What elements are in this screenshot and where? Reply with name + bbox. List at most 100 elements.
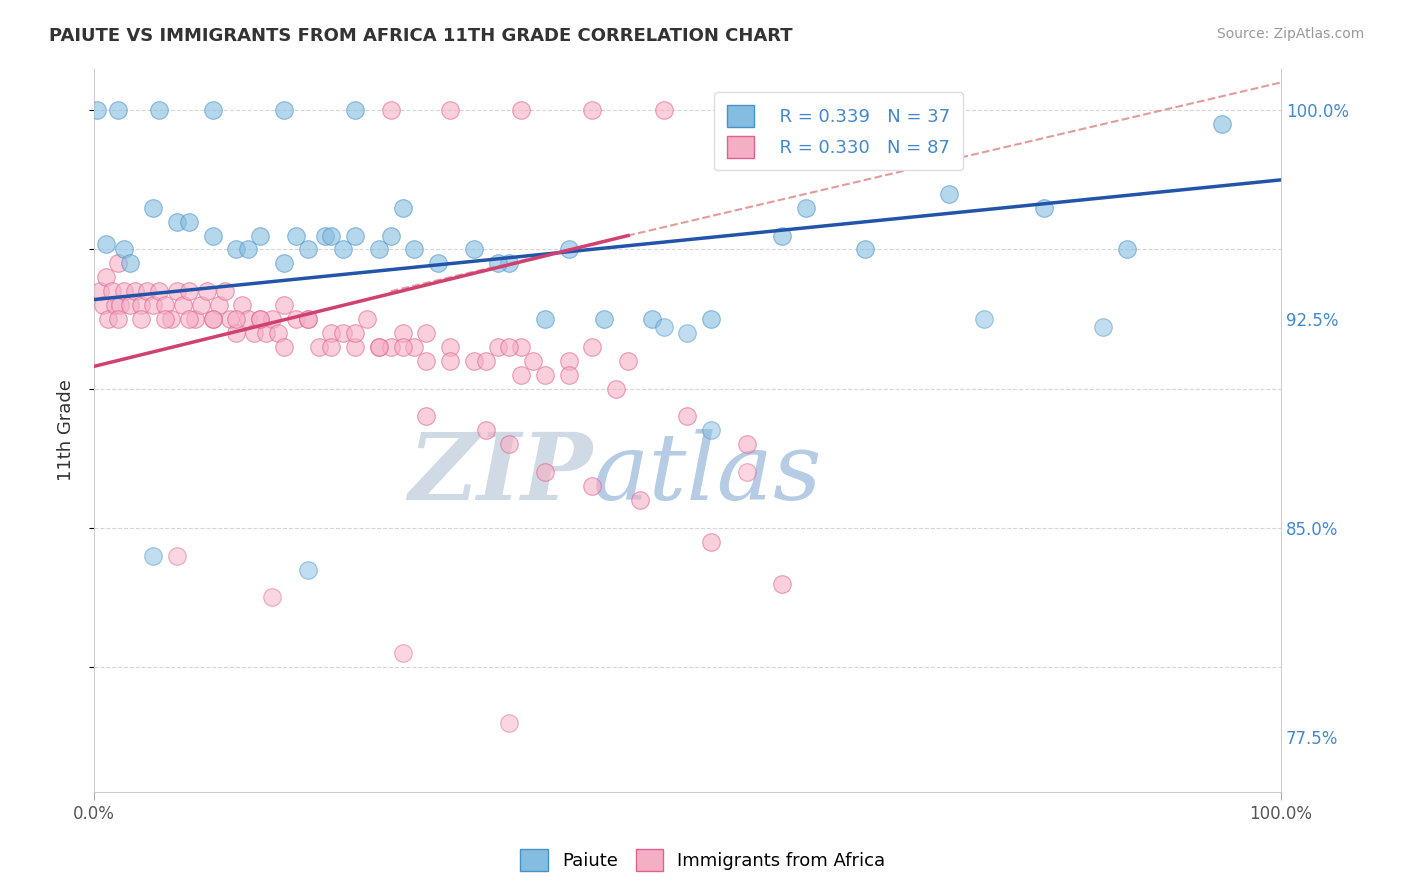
Point: [89, 284, 111, 298]
Point: [118, 298, 141, 312]
Point: [297, 312, 319, 326]
Point: [219, 312, 242, 326]
Point: [498, 256, 520, 270]
Point: [510, 340, 533, 354]
Point: [652, 320, 675, 334]
Point: [676, 409, 699, 424]
Point: [195, 284, 218, 298]
Point: [94, 236, 117, 251]
Point: [112, 284, 135, 298]
Point: [107, 103, 129, 118]
Point: [404, 340, 426, 354]
Point: [391, 201, 413, 215]
Point: [321, 228, 343, 243]
Point: [314, 228, 336, 243]
Point: [214, 284, 236, 298]
Point: [297, 243, 319, 257]
Point: [254, 326, 277, 340]
Point: [225, 312, 247, 326]
Point: [108, 298, 131, 312]
Point: [794, 201, 817, 215]
Point: [581, 340, 603, 354]
Legend: Paiute, Immigrants from Africa: Paiute, Immigrants from Africa: [513, 842, 893, 879]
Text: Source: ZipAtlas.com: Source: ZipAtlas.com: [1216, 27, 1364, 41]
Point: [273, 103, 295, 118]
Point: [593, 312, 616, 326]
Point: [160, 312, 183, 326]
Point: [201, 228, 224, 243]
Point: [273, 298, 295, 312]
Point: [498, 340, 520, 354]
Point: [700, 534, 723, 549]
Point: [439, 103, 461, 118]
Point: [463, 243, 485, 257]
Point: [136, 284, 159, 298]
Text: PAIUTE VS IMMIGRANTS FROM AFRICA 11TH GRADE CORRELATION CHART: PAIUTE VS IMMIGRANTS FROM AFRICA 11TH GR…: [49, 27, 793, 45]
Text: atlas: atlas: [592, 429, 823, 519]
Point: [344, 228, 367, 243]
Legend:   R = 0.339   N = 37,   R = 0.330   N = 87: R = 0.339 N = 37, R = 0.330 N = 87: [714, 92, 963, 170]
Point: [463, 353, 485, 368]
Point: [118, 256, 141, 270]
Point: [510, 368, 533, 382]
Point: [166, 284, 188, 298]
Point: [225, 326, 247, 340]
Point: [855, 243, 877, 257]
Point: [628, 493, 651, 508]
Point: [380, 228, 402, 243]
Point: [177, 214, 200, 228]
Point: [249, 228, 271, 243]
Point: [498, 715, 520, 730]
Point: [676, 326, 699, 340]
Point: [1032, 201, 1054, 215]
Point: [284, 312, 307, 326]
Point: [380, 340, 402, 354]
Point: [356, 312, 378, 326]
Point: [617, 353, 640, 368]
Point: [391, 326, 413, 340]
Point: [177, 284, 200, 298]
Point: [142, 201, 165, 215]
Point: [700, 312, 723, 326]
Point: [249, 312, 271, 326]
Point: [166, 549, 188, 563]
Point: [344, 340, 367, 354]
Point: [243, 326, 266, 340]
Point: [367, 340, 389, 354]
Point: [404, 243, 426, 257]
Point: [153, 312, 176, 326]
Point: [131, 298, 153, 312]
Point: [238, 243, 260, 257]
Point: [153, 298, 176, 312]
Point: [225, 243, 247, 257]
Point: [1091, 320, 1114, 334]
Point: [273, 256, 295, 270]
Point: [391, 646, 413, 660]
Point: [534, 465, 557, 479]
Point: [172, 298, 194, 312]
Point: [344, 326, 367, 340]
Point: [427, 256, 450, 270]
Point: [273, 340, 295, 354]
Point: [1211, 117, 1233, 131]
Point: [201, 312, 224, 326]
Point: [735, 437, 758, 451]
Point: [112, 243, 135, 257]
Point: [201, 103, 224, 118]
Point: [142, 549, 165, 563]
Point: [321, 326, 343, 340]
Point: [297, 563, 319, 577]
Point: [344, 103, 367, 118]
Point: [249, 312, 271, 326]
Point: [104, 298, 127, 312]
Point: [94, 270, 117, 285]
Point: [770, 576, 793, 591]
Point: [700, 424, 723, 438]
Point: [415, 409, 437, 424]
Point: [100, 284, 122, 298]
Point: [367, 243, 389, 257]
Point: [367, 340, 389, 354]
Text: ZIP: ZIP: [408, 429, 592, 519]
Point: [97, 312, 120, 326]
Point: [415, 353, 437, 368]
